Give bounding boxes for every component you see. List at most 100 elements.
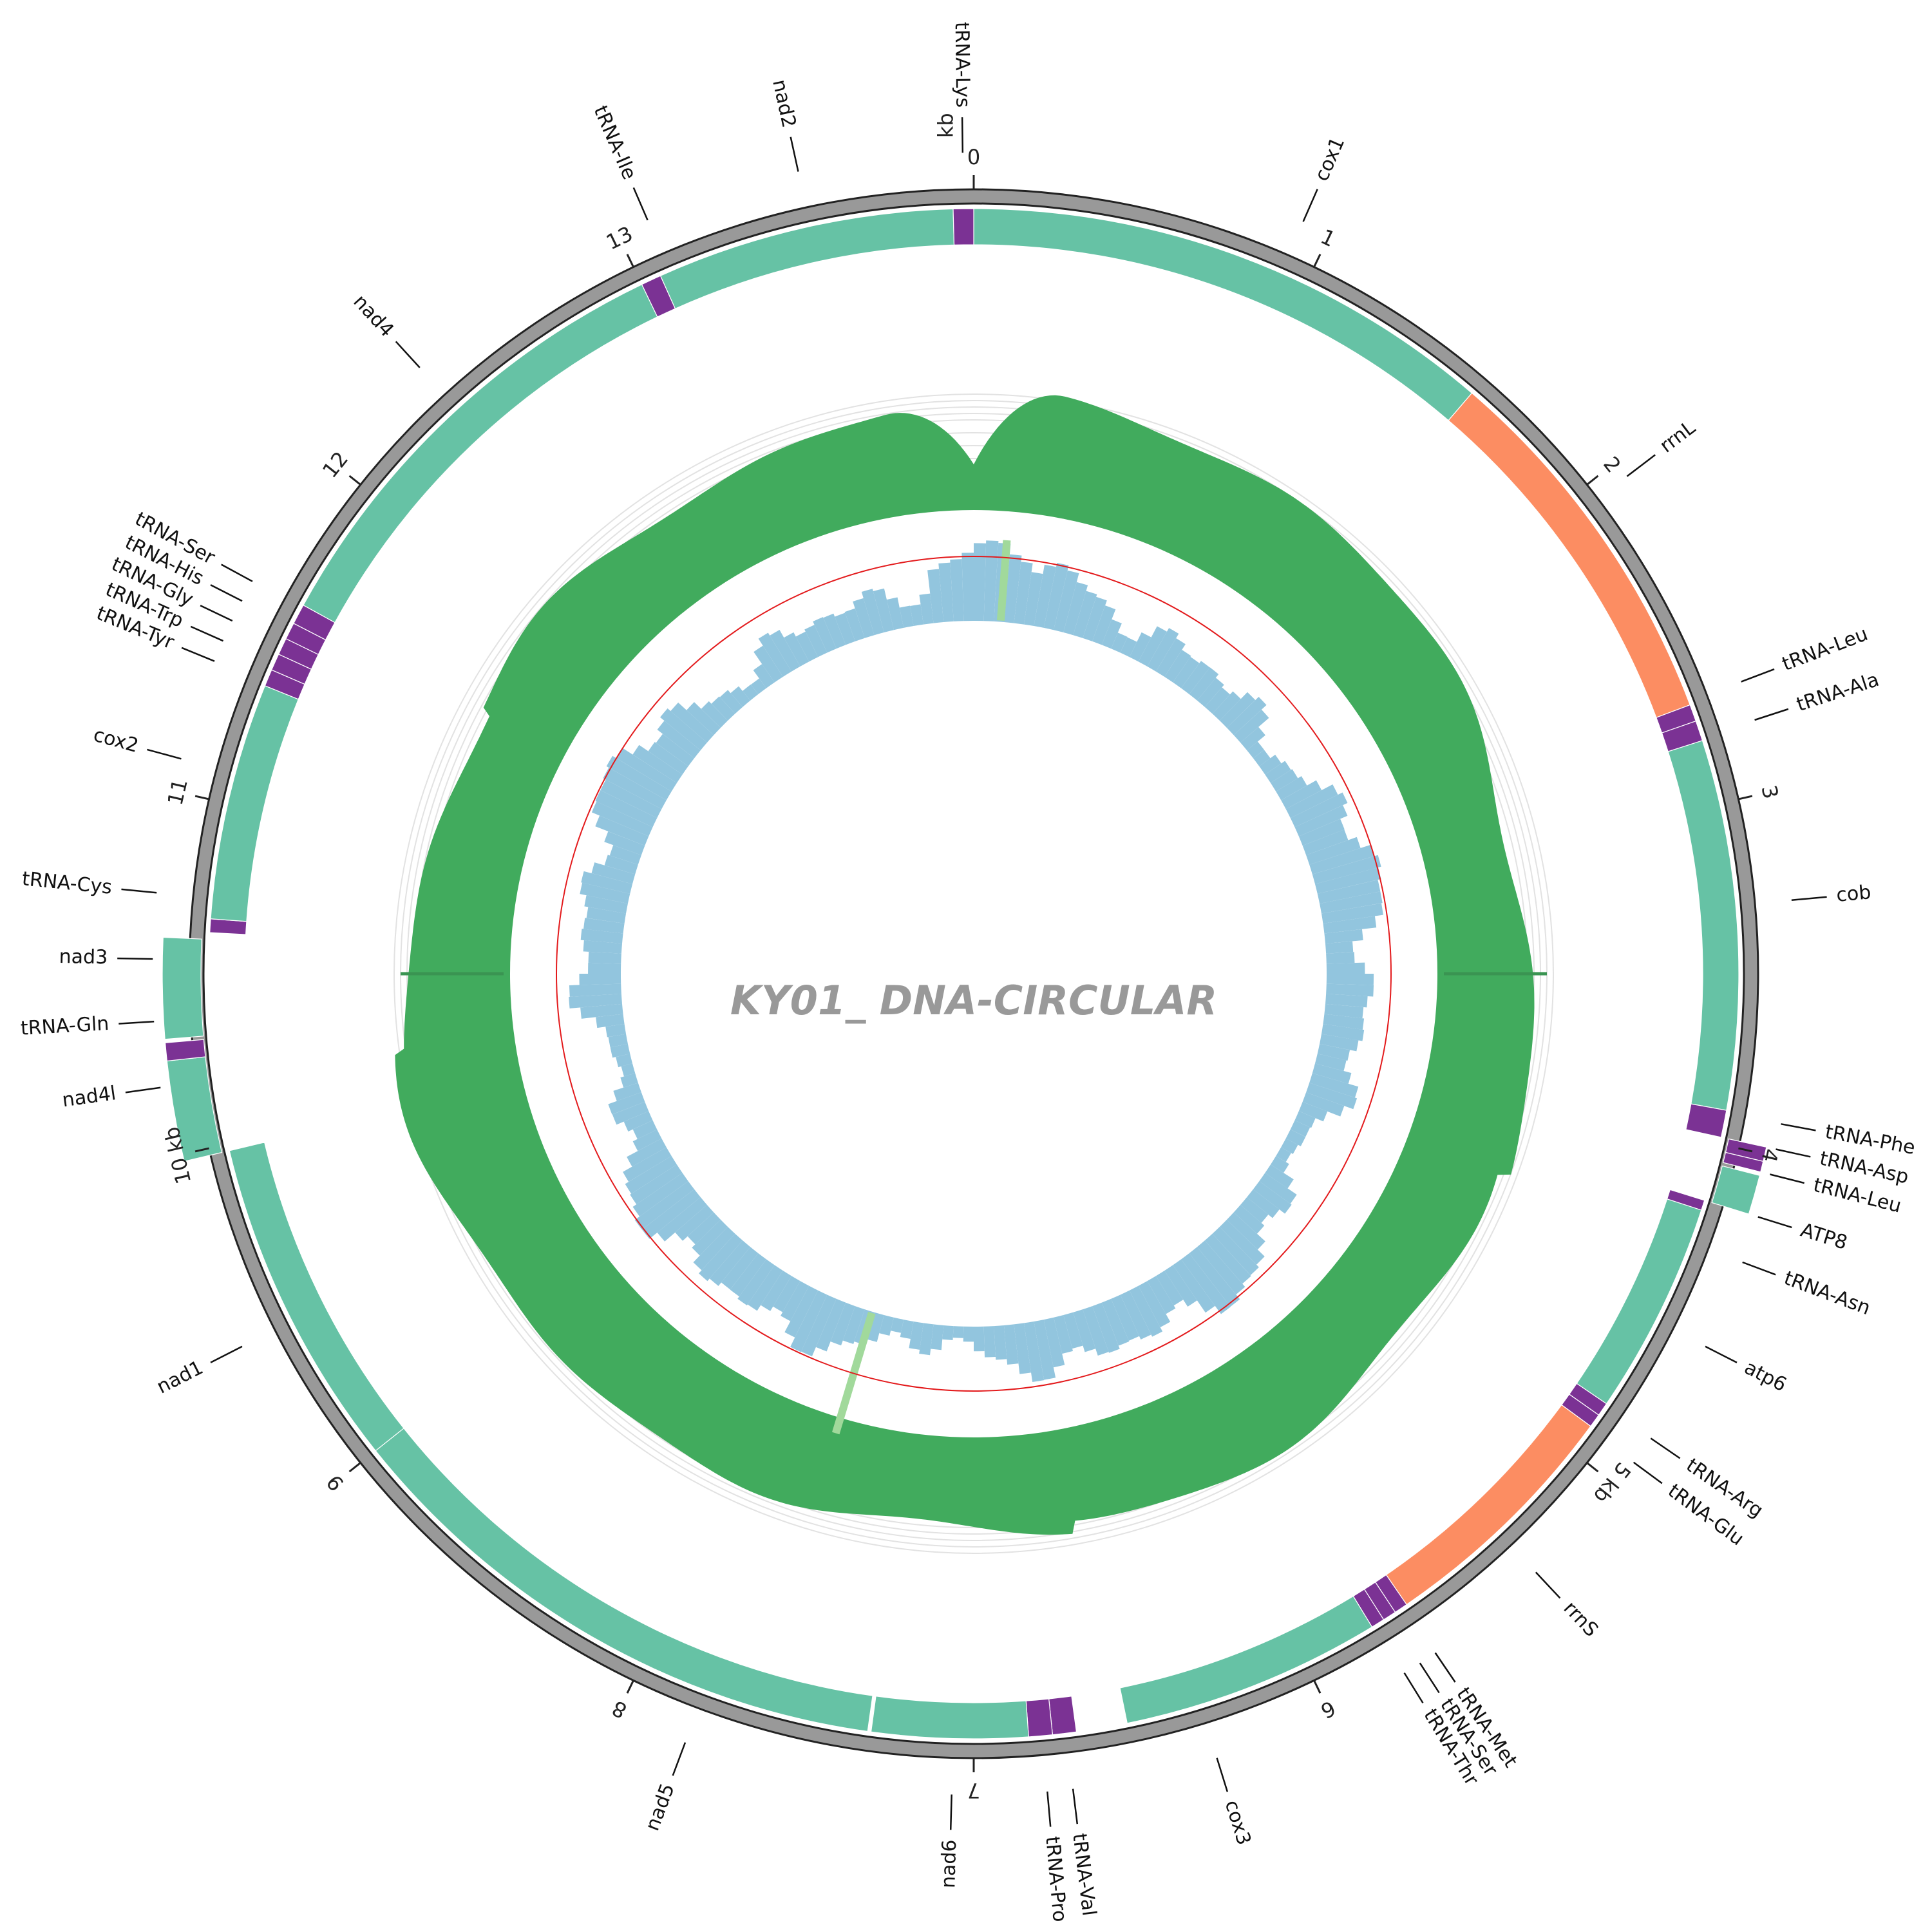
feature-trna-phe bbox=[1685, 1103, 1727, 1138]
gc-skew-bar bbox=[927, 569, 944, 623]
scale-tick-label: 1 bbox=[1317, 224, 1340, 252]
gc-skew-bar bbox=[632, 1120, 658, 1139]
label-leader-line bbox=[118, 1021, 155, 1025]
gc-skew-bar bbox=[1323, 916, 1377, 934]
gc-skew-bar bbox=[1285, 1129, 1306, 1146]
label-leader-line bbox=[1781, 1123, 1816, 1132]
gc-skew-bar bbox=[1181, 661, 1210, 695]
gc-skew-bar bbox=[886, 597, 904, 630]
gc-skew-bar bbox=[579, 974, 621, 985]
gc-skew-bar bbox=[1173, 1259, 1215, 1313]
label-leader-line bbox=[1403, 1672, 1424, 1704]
gc-skew-bar bbox=[770, 630, 800, 672]
gc-skew-bar bbox=[608, 1034, 628, 1048]
gc-skew-bar bbox=[616, 1054, 632, 1068]
label-leader-line bbox=[125, 1086, 161, 1094]
label-leader-line bbox=[1742, 1261, 1776, 1276]
gc-skew-bar bbox=[1321, 1023, 1365, 1041]
gc-skew-bar bbox=[1204, 687, 1230, 714]
gc-skew-bar bbox=[1290, 792, 1348, 828]
feature-label: atp6 bbox=[1741, 1356, 1790, 1396]
gc-skew-bar bbox=[621, 1063, 636, 1077]
gc-skew-bar bbox=[1204, 1233, 1251, 1284]
feature-label: cox1 bbox=[1311, 134, 1349, 185]
gc-skew-bar bbox=[1014, 1323, 1032, 1374]
gc-skew-bar bbox=[1253, 750, 1271, 766]
gc-skew-bar bbox=[899, 605, 914, 628]
gc-skew-bar bbox=[625, 1155, 677, 1194]
feature-label: nad5 bbox=[641, 1781, 679, 1834]
gc-skew-bar bbox=[1271, 1155, 1289, 1173]
scale-tick-label: 9 bbox=[321, 1470, 348, 1496]
gc-skew-bar bbox=[1321, 903, 1383, 924]
feature-label: rrnL bbox=[1656, 416, 1700, 457]
gc-skew-bar bbox=[737, 1259, 775, 1305]
gc-skew-bar bbox=[1315, 867, 1381, 894]
gc-skew-bar bbox=[919, 593, 934, 625]
gc-skew-bar bbox=[581, 871, 632, 894]
gc-skew-bar bbox=[961, 553, 974, 621]
gc-skew-bar bbox=[603, 768, 667, 810]
gc-skew-bar bbox=[1138, 626, 1167, 667]
gc-skew-bar bbox=[1326, 974, 1374, 985]
scale-tick-label: 13 bbox=[602, 222, 636, 255]
label-leader-line bbox=[1757, 1216, 1792, 1229]
gc-skew-bar bbox=[813, 617, 837, 653]
gc-skew-bar bbox=[1003, 554, 1022, 623]
gc-skew-bar bbox=[909, 1321, 924, 1350]
gc-skew-bar bbox=[1155, 638, 1186, 677]
gc-skew-bar bbox=[600, 779, 662, 819]
scale-tick bbox=[626, 1680, 634, 1694]
gc-skew-bar bbox=[1189, 1247, 1240, 1307]
label-leader-line bbox=[1072, 1788, 1079, 1824]
gc-skew-track bbox=[569, 540, 1383, 1435]
gc-skew-bar bbox=[591, 862, 636, 884]
gc-skew-bar bbox=[580, 929, 623, 944]
gc-skew-bar bbox=[656, 734, 695, 766]
gc-skew-bar bbox=[1101, 1298, 1130, 1346]
gc-skew-bar bbox=[842, 1306, 865, 1345]
gc-skew-bar bbox=[1312, 1063, 1352, 1084]
gc-skew-bar bbox=[835, 612, 855, 645]
label-leader-line bbox=[949, 1794, 952, 1830]
gc-skew-bar bbox=[950, 559, 964, 621]
gc-skew-bar bbox=[595, 790, 658, 828]
label-leader-line bbox=[190, 625, 224, 642]
gc-skew-bar bbox=[719, 690, 743, 714]
gc-skew-bar bbox=[753, 645, 783, 683]
gc-skew-bar bbox=[634, 1181, 695, 1230]
gc-skew-bar bbox=[753, 664, 775, 688]
label-leader-line bbox=[200, 605, 233, 622]
gc-skew-bar bbox=[1325, 941, 1354, 954]
gc-skew-bar bbox=[604, 831, 645, 855]
gc-skew-bar bbox=[1317, 1043, 1350, 1061]
gc-skew-bar bbox=[1259, 754, 1282, 775]
feature-label: cox2 bbox=[91, 724, 140, 757]
gc-skew-bar bbox=[623, 1147, 672, 1182]
feature-nad3 bbox=[162, 936, 204, 1040]
gc-skew-bar bbox=[844, 608, 865, 641]
gc-skew-bar bbox=[709, 1240, 751, 1286]
gc-skew-bar bbox=[675, 1204, 714, 1241]
scale-tick-label: 12 bbox=[317, 447, 353, 483]
gc-skew-bar bbox=[721, 1247, 759, 1290]
gc-skew-bar bbox=[804, 625, 828, 658]
label-leader-line bbox=[117, 957, 153, 960]
feature-trna-pro bbox=[1025, 1698, 1054, 1738]
gc-skew-bar bbox=[586, 907, 627, 924]
gc-skew-bar bbox=[627, 1138, 667, 1167]
gc-skew-bar bbox=[784, 632, 810, 667]
gc-skew-bar bbox=[730, 686, 751, 707]
scale-tick-label: 6 bbox=[1317, 1696, 1340, 1723]
feature-label: nad4 bbox=[348, 290, 398, 341]
label-leader-line bbox=[1302, 189, 1318, 222]
gc-skew-bar bbox=[1212, 1226, 1259, 1276]
label-leader-line bbox=[1535, 1571, 1561, 1599]
gc-skew-bar bbox=[583, 940, 623, 954]
gc-skew-bar bbox=[1073, 1309, 1096, 1352]
gc-skew-bar bbox=[1197, 677, 1224, 707]
label-leader-line bbox=[1046, 1791, 1052, 1827]
gc-skew-bar bbox=[784, 1285, 819, 1338]
gc-skew-bar bbox=[1306, 837, 1361, 865]
gc-skew-bar bbox=[1138, 1281, 1171, 1327]
